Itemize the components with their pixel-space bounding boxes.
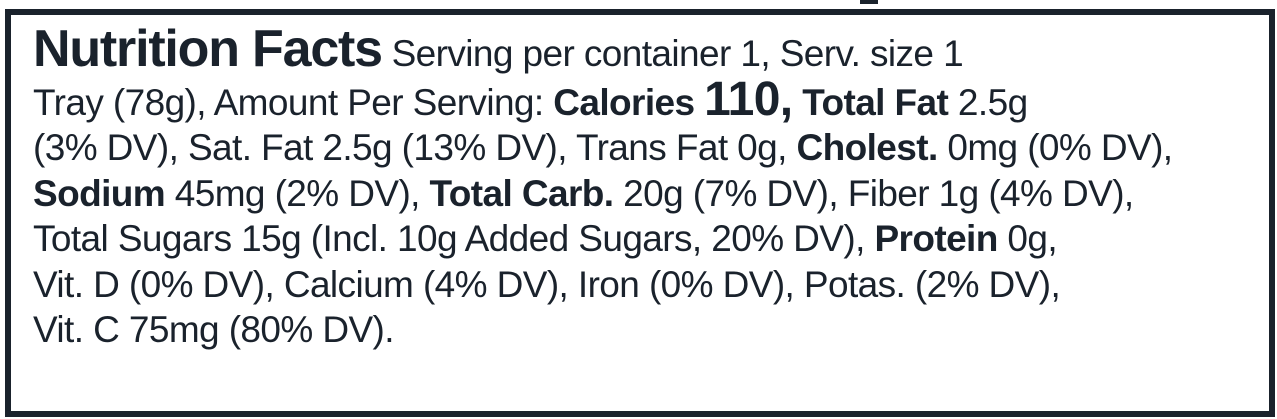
line-2: Tray (78g), Amount Per Serving: Calories…	[33, 75, 1028, 126]
sodium-label: Sodium	[33, 172, 166, 214]
nutrition-facts-title: Nutrition Facts	[33, 20, 383, 78]
line-7: Vit. C 75mg (80% DV).	[33, 307, 395, 353]
serving-size-rest: Tray (78g), Amount Per Serving:	[33, 81, 554, 123]
line-5: Total Sugars 15g (Incl. 10g Added Sugars…	[33, 216, 1058, 262]
line-3: (3% DV), Sat. Fat 2.5g (13% DV), Trans F…	[33, 125, 1173, 171]
line-1: Nutrition Facts Serving per container 1,…	[33, 23, 964, 77]
nutrition-text-block: Nutrition Facts Serving per container 1,…	[33, 23, 1263, 353]
vitamins-line-2: Vit. C 75mg (80% DV).	[33, 309, 395, 350]
calories-value: 110,	[704, 72, 793, 126]
line-4: Sodium 45mg (2% DV), Total Carb. 20g (7%…	[33, 171, 1134, 217]
total-fat-value: 2.5g	[948, 81, 1028, 123]
cholesterol-value: 0mg (0% DV),	[937, 127, 1173, 168]
calories-label: Calories	[553, 81, 705, 123]
sodium-value: 45mg (2% DV),	[165, 172, 430, 214]
sugars-text: Total Sugars 15g (Incl. 10g Added Sugars…	[33, 218, 875, 259]
vitamins-line-1: Vit. D (0% DV), Calcium (4% DV), Iron (0…	[33, 263, 1061, 305]
protein-value: 0g,	[997, 218, 1058, 259]
serving-intro: Serving per container 1, Serv. size 1	[381, 33, 964, 74]
cholesterol-label: Cholest.	[796, 127, 939, 168]
protein-label: Protein	[874, 218, 998, 259]
fat-details: (3% DV), Sat. Fat 2.5g (13% DV), Trans F…	[33, 127, 797, 168]
line-6: Vit. D (0% DV), Calcium (4% DV), Iron (0…	[33, 262, 1061, 308]
total-carb-label: Total Carb.	[429, 172, 615, 214]
nutrition-facts-panel: Nutrition Facts Serving per container 1,…	[5, 9, 1275, 417]
total-carb-value: 20g (7% DV), Fiber 1g (4% DV),	[613, 172, 1134, 214]
top-edge-mark	[860, 0, 878, 4]
total-fat-label: Total Fat	[792, 81, 949, 123]
